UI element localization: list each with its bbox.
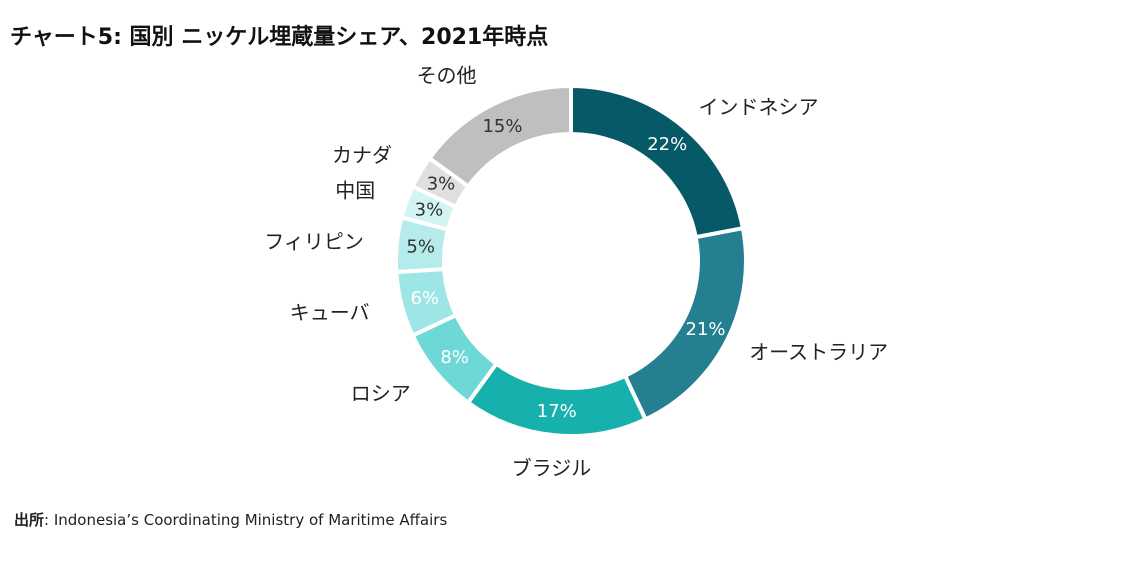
slice-7-value-label: 3% (415, 199, 444, 220)
source-note: 出所: Indonesia’s Coordinating Ministry of… (14, 508, 447, 532)
slice-9-category-label: その他 (417, 64, 477, 88)
slice-6-value-label: 5% (406, 236, 435, 257)
slice-5-category-label: キューバ (290, 301, 370, 325)
source-prefix: 出所 (14, 511, 45, 529)
slice-1-value-label: 22% (647, 134, 687, 155)
slice-3-value-label: 17% (537, 401, 577, 422)
value-labels: 22% 21% 17% 8% 6% 5% 3% 3% 15% (406, 116, 725, 422)
slice-4-category-label: ロシア (351, 382, 411, 406)
slice-7-category-label: 中国 (335, 179, 375, 203)
slice-6-category-label: フィリピン (264, 229, 364, 253)
donut-slices (394, 83, 748, 438)
slice-2-category-label: オーストラリア (749, 340, 888, 364)
slice-8-value-label: 3% (427, 174, 456, 195)
slice-3-category-label: ブラジル (512, 456, 592, 480)
slice-2-value-label: 21% (686, 319, 726, 340)
source-text: : Indonesia’s Coordinating Ministry of M… (44, 511, 448, 529)
slice-8-category-label: カナダ (332, 143, 392, 167)
slice-9-value-label: 15% (482, 116, 522, 137)
slice-9 (426, 83, 573, 190)
slice-1-category-label: インドネシア (698, 95, 818, 119)
chart-title: チャート5: 国別 ニッケル埋蔵量シェア、2021年時点 (10, 25, 549, 50)
slice-5-value-label: 6% (410, 288, 439, 309)
slice-4-value-label: 8% (440, 347, 469, 368)
